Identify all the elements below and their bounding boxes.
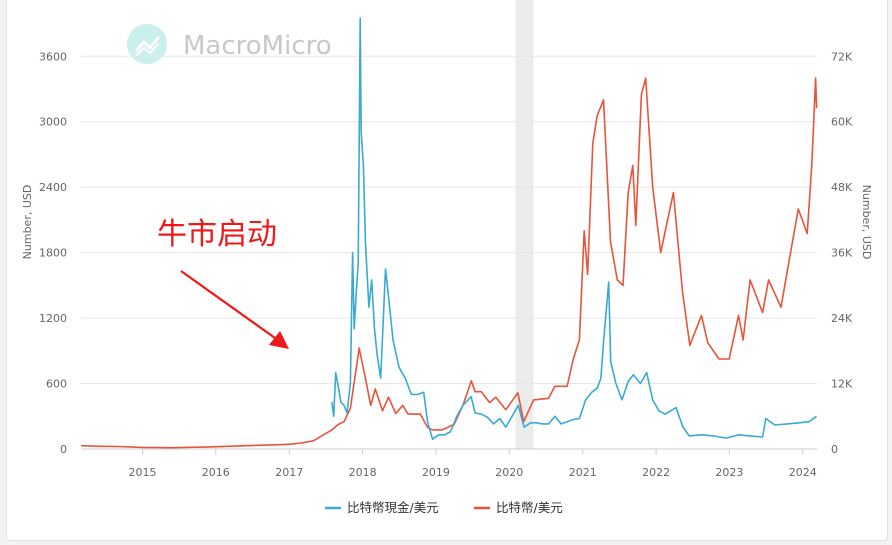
- right-tick-label: 60K: [831, 116, 853, 129]
- left-tick-label: 0: [60, 443, 67, 456]
- shaded-period: [515, 0, 534, 449]
- left-axis-ticks: 0 600 1200 1800 2400 3000 3600: [39, 50, 67, 456]
- left-tick-label: 1200: [39, 312, 67, 325]
- legend-item-btc[interactable]: 比特幣/美元: [474, 500, 563, 515]
- legend-label-cash: 比特幣現金/美元: [347, 500, 439, 515]
- right-axis-ticks: 0 12K 24K 36K 48K 60K 72K: [831, 50, 853, 456]
- series-line-btc-usd: [80, 77, 818, 449]
- x-tick-label: 2015: [128, 466, 156, 479]
- chart-card: MacroMicro 0 600 1200 1800 2400 3000 3600 0 12K…: [6, 0, 888, 541]
- recession-shading: [515, 0, 534, 449]
- right-tick-label: 24K: [831, 312, 853, 325]
- x-tick-label: 2022: [642, 466, 670, 479]
- left-tick-label: 3000: [39, 116, 67, 129]
- x-tick-label: 2018: [349, 466, 377, 479]
- x-tick-label: 2017: [275, 466, 303, 479]
- right-axis-title: Number, USD: [860, 185, 873, 260]
- annotation-text: 牛市启动: [157, 217, 277, 252]
- right-tick-label: 36K: [831, 247, 853, 260]
- right-tick-label: 0: [831, 443, 838, 456]
- x-tick-label: 2016: [202, 466, 230, 479]
- legend: 比特幣現金/美元 比特幣/美元: [325, 500, 563, 515]
- watermark: MacroMicro: [127, 24, 332, 64]
- legend-item-cash[interactable]: 比特幣現金/美元: [325, 500, 439, 515]
- x-tick-label: 2019: [422, 466, 450, 479]
- left-tick-label: 600: [46, 378, 67, 391]
- series-line-bch-usd: [331, 17, 818, 440]
- macromicro-logo-icon: [127, 24, 167, 64]
- x-tick-label: 2021: [569, 466, 597, 479]
- x-tick-label: 2023: [715, 466, 743, 479]
- annotation-arrow-head: [269, 331, 289, 349]
- x-tick-label: 2024: [789, 466, 817, 479]
- left-tick-label: 1800: [39, 247, 67, 260]
- right-tick-label: 48K: [831, 181, 853, 194]
- grid-lines: [81, 55, 817, 450]
- legend-label-btc: 比特幣/美元: [496, 500, 563, 515]
- bull-market-annotation: 牛市启动: [157, 217, 289, 349]
- right-tick-label: 12K: [831, 378, 853, 391]
- right-tick-label: 72K: [831, 50, 853, 63]
- series-lines: [80, 17, 818, 449]
- x-tick-label: 2020: [495, 466, 523, 479]
- x-axis-ticks: 2015 2016 2017 2018 2019 2020 2021 2022 2023 2024: [128, 449, 817, 479]
- left-tick-label: 2400: [39, 181, 67, 194]
- left-tick-label: 3600: [39, 50, 67, 63]
- left-axis-title: Number, USD: [21, 185, 34, 260]
- annotation-arrow-shaft: [180, 270, 276, 339]
- chart-svg: MacroMicro 0 600 1200 1800 2400 3000 3600 0 12K…: [21, 0, 873, 515]
